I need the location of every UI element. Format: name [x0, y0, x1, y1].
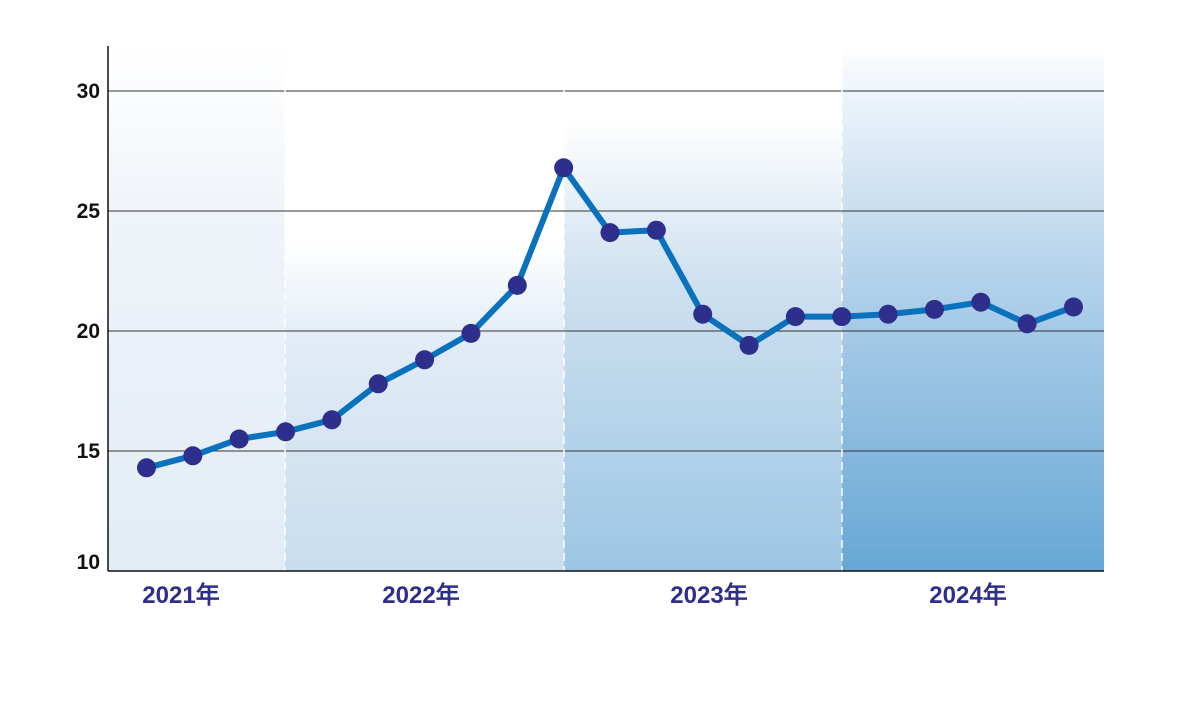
x-tick-label: 2022年 — [382, 581, 459, 609]
year-band — [564, 82, 842, 571]
data-point — [183, 446, 203, 466]
data-point — [600, 223, 620, 243]
data-point — [1017, 314, 1037, 334]
data-point — [415, 350, 435, 370]
axes — [107, 46, 1104, 572]
y-tick-label: 20 — [77, 320, 100, 343]
data-point — [924, 299, 944, 319]
data-point — [646, 220, 666, 240]
y-tick-label: 30 — [77, 80, 100, 103]
data-point — [461, 323, 481, 343]
gridlines — [108, 90, 1104, 452]
year-band — [108, 46, 285, 571]
data-point — [229, 429, 249, 449]
data-point — [693, 304, 713, 324]
data-point — [785, 307, 805, 327]
y-tick-label: 15 — [77, 440, 101, 463]
y-tick-label: 25 — [77, 200, 101, 223]
data-point — [971, 292, 991, 312]
x-tick-labels: 2021年 2022年 2023年 2024年 — [142, 581, 1006, 609]
data-point — [507, 275, 527, 295]
data-point — [832, 307, 852, 327]
data-point — [1064, 297, 1083, 317]
y-tick-labels: 10 15 20 25 30 — [77, 80, 101, 574]
data-point — [137, 458, 156, 478]
x-tick-label: 2021年 — [142, 581, 219, 609]
data-point — [878, 304, 898, 324]
data-markers — [137, 158, 1083, 478]
y-tick-label: 10 — [77, 551, 100, 574]
data-point — [276, 422, 296, 442]
data-point — [739, 335, 759, 355]
x-tick-label: 2023年 — [670, 581, 747, 609]
data-point — [322, 410, 342, 430]
data-point — [554, 158, 574, 178]
x-tick-label: 2024年 — [929, 581, 1006, 609]
data-point — [368, 374, 388, 394]
